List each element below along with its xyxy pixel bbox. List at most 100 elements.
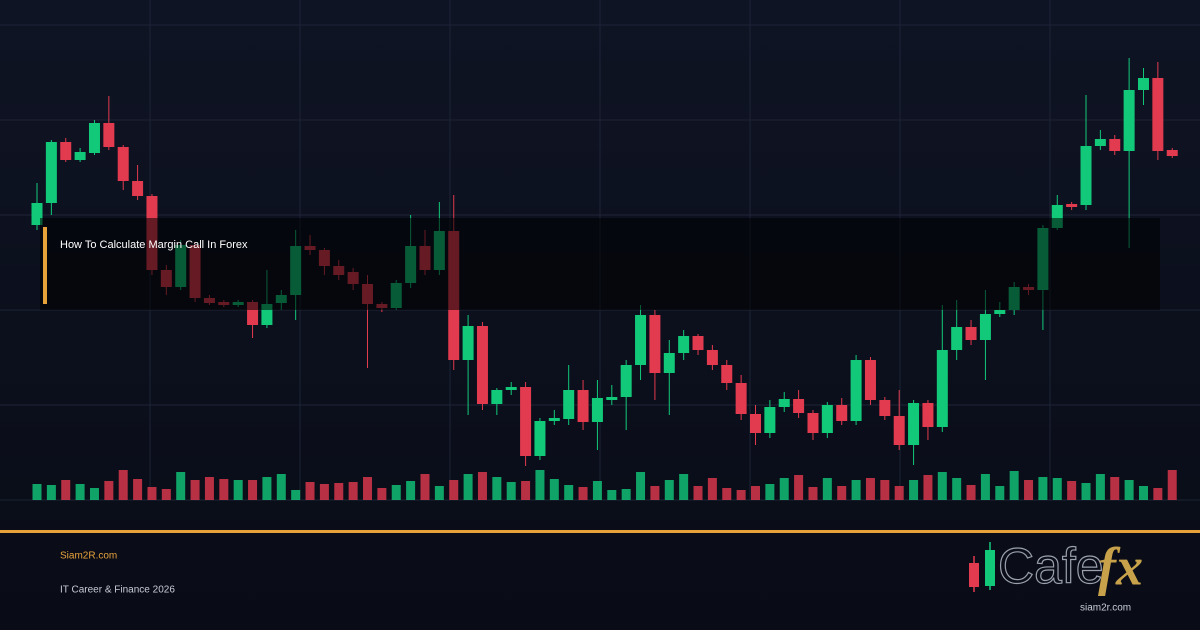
volume-bar — [190, 480, 200, 500]
volume-bar — [276, 474, 286, 500]
volume-bar — [937, 472, 947, 500]
volume-bar — [880, 480, 890, 500]
candle-body — [60, 142, 72, 160]
volume-bar — [779, 478, 789, 500]
volume-bar — [391, 485, 401, 500]
volume-bar — [592, 481, 602, 500]
candle-body — [505, 387, 517, 390]
candle-body — [548, 418, 560, 421]
volume-bar — [104, 481, 114, 500]
volume-bar — [1038, 477, 1048, 500]
volume-bar — [736, 490, 746, 500]
volume-bar — [1153, 488, 1163, 500]
logo-word: Cafe — [998, 538, 1104, 594]
volume-bar — [751, 486, 760, 500]
volume-bar — [406, 481, 416, 500]
volume-bar — [679, 474, 689, 500]
volume-bar — [219, 479, 229, 500]
volume-bar — [204, 477, 214, 500]
volume-bar — [1095, 474, 1105, 500]
candle-body — [117, 147, 129, 181]
candle-body — [793, 399, 805, 413]
volume-bar — [463, 474, 473, 500]
candle-body — [649, 315, 661, 373]
logo-accent: fx — [1098, 536, 1143, 596]
candle-body — [577, 390, 589, 422]
volume-bar — [980, 474, 990, 500]
candle-body — [735, 383, 747, 414]
volume-bar — [61, 480, 71, 500]
volume-bar — [923, 475, 933, 500]
volume-bar — [1167, 470, 1177, 500]
volume-bar — [909, 480, 919, 500]
divider — [0, 530, 1200, 533]
volume-bar — [1024, 480, 1034, 500]
volume-bar — [765, 484, 775, 500]
candle-body — [1166, 150, 1178, 156]
volume-bar — [693, 486, 703, 500]
candle-body — [247, 302, 259, 325]
candle-body — [45, 142, 57, 203]
volume-bar — [248, 480, 258, 500]
title-accent — [43, 227, 47, 304]
candle-body — [491, 390, 503, 404]
volume-bar — [535, 470, 545, 500]
candle-body — [893, 416, 905, 445]
volume-bar — [176, 472, 186, 500]
volume-bar — [305, 482, 315, 500]
candle-body — [764, 407, 776, 433]
candle-body — [750, 414, 761, 433]
volume-bar — [995, 486, 1005, 500]
volume-bar — [233, 480, 243, 500]
volume-bar — [621, 489, 631, 500]
candle-body — [678, 336, 690, 353]
volume-bar — [262, 477, 272, 500]
volume-bar — [808, 487, 818, 500]
candle-body — [850, 360, 862, 421]
volume-bar — [564, 485, 574, 500]
volume-bar — [636, 472, 646, 500]
candle-body — [807, 413, 819, 433]
logo-url: siam2r.com — [1080, 603, 1131, 614]
candle-body — [591, 398, 603, 422]
volume-bar — [1124, 480, 1134, 500]
volume-bar — [477, 472, 487, 500]
volume-bar — [492, 477, 502, 500]
volume-bar — [1052, 478, 1062, 500]
volume-bar — [722, 488, 732, 500]
volume-bar — [1067, 481, 1077, 500]
candle-body — [778, 399, 790, 407]
candle-body — [462, 326, 474, 360]
candle-body — [563, 390, 575, 419]
candle-body — [1066, 204, 1078, 207]
footer-site: Siam2R.com — [60, 551, 117, 562]
volume-bar — [32, 484, 42, 500]
volume-bar — [161, 489, 171, 500]
candle-body — [1137, 78, 1149, 90]
candle-body — [864, 360, 876, 400]
volume-bar — [1081, 483, 1091, 500]
volume-bar — [1138, 486, 1148, 500]
volume-bar — [319, 484, 329, 500]
candle-body — [103, 123, 115, 147]
volume-bar — [851, 480, 861, 500]
volume-bar — [363, 477, 373, 500]
volume-bar — [966, 485, 976, 500]
candle-body — [476, 326, 488, 404]
candle-body — [261, 304, 273, 325]
candle-body — [836, 405, 848, 421]
volume-bar — [578, 487, 588, 500]
title: How To Calculate Margin Call In Forex — [60, 239, 248, 251]
volume-bar — [794, 475, 804, 500]
candle-body — [979, 314, 991, 340]
candle-body — [1094, 139, 1106, 146]
volume-bar — [822, 478, 832, 500]
candle-body — [922, 403, 934, 427]
volume-bar — [118, 470, 128, 500]
volume-bar — [133, 479, 143, 500]
candle-body — [534, 421, 546, 456]
candle-body — [31, 203, 43, 225]
candle-body — [994, 310, 1006, 314]
volume-bar — [420, 474, 430, 500]
